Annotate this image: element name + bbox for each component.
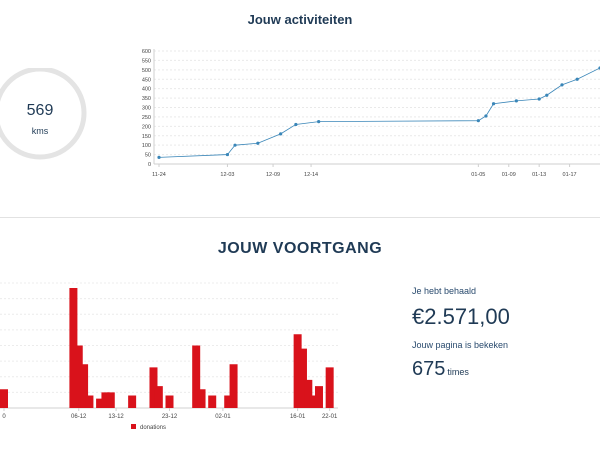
x-tick-label: 16-01 bbox=[290, 414, 306, 420]
x-tick-label: 01-13 bbox=[532, 172, 546, 178]
distance-ring: 569 kms bbox=[0, 66, 87, 184]
y-tick-label: 450 bbox=[142, 77, 151, 83]
y-tick-label: 600 bbox=[142, 49, 151, 55]
y-tick-label: 250 bbox=[142, 115, 151, 121]
distance-value: 569 bbox=[26, 102, 54, 119]
data-point bbox=[294, 122, 298, 127]
data-point bbox=[545, 93, 549, 97]
progress-title: JOUW VOORTGANG bbox=[217, 240, 383, 257]
y-tick-label: 200 bbox=[142, 124, 151, 130]
y-tick-label: 550 bbox=[142, 58, 151, 64]
x-tick-label: 11-24 bbox=[152, 172, 166, 178]
x-tick-label: 13-12 bbox=[108, 414, 124, 420]
x-tick-label: 01-17 bbox=[563, 172, 577, 178]
activities-title: Jouw activiteiten bbox=[247, 12, 353, 27]
donation-bar bbox=[128, 395, 137, 408]
series-line bbox=[158, 67, 600, 158]
legend-label: donations bbox=[140, 425, 166, 431]
x-tick-label: 23-12 bbox=[162, 414, 178, 420]
donation-bar bbox=[69, 288, 78, 408]
views-unit: times bbox=[447, 367, 469, 377]
y-tick-label: 50 bbox=[145, 153, 151, 159]
x-tick-label: 12-03 bbox=[220, 172, 234, 178]
donation-bar bbox=[106, 392, 115, 408]
y-tick-label: 350 bbox=[142, 96, 151, 102]
donations-bar-chart: 0 06-12 13-12 23-12 02-01 16-01 22-01 donations bbox=[0, 282, 338, 431]
donation-bar bbox=[149, 367, 158, 408]
data-point bbox=[514, 99, 518, 103]
data-point bbox=[537, 97, 541, 101]
donation-bar bbox=[165, 395, 174, 408]
data-point bbox=[157, 155, 161, 160]
donation-bar bbox=[85, 395, 94, 408]
views-label: Jouw pagina is bekeken bbox=[412, 340, 509, 350]
donation-bar bbox=[101, 392, 110, 408]
raised-label: Je hebt behaald bbox=[412, 286, 477, 296]
data-point bbox=[575, 77, 579, 81]
donation-bar bbox=[192, 345, 201, 408]
raised-value: €2.571,00 bbox=[412, 304, 510, 329]
data-point bbox=[476, 119, 480, 123]
donation-bar bbox=[224, 395, 233, 408]
donation-bar bbox=[298, 348, 307, 408]
x-tick-label: 12-09 bbox=[266, 172, 280, 178]
ring-svg bbox=[0, 66, 87, 160]
x-tick-label: 01-05 bbox=[471, 172, 485, 178]
donation-bar bbox=[96, 398, 105, 408]
data-point bbox=[484, 114, 488, 118]
donation-bar bbox=[325, 367, 334, 408]
donation-bar bbox=[0, 389, 8, 408]
donation-bar bbox=[314, 386, 323, 408]
section-divider bbox=[0, 217, 600, 218]
donation-bar bbox=[293, 334, 302, 408]
y-tick-label: 100 bbox=[142, 143, 151, 149]
x-tick-label: 22-01 bbox=[322, 414, 338, 420]
views-value: 675 bbox=[412, 358, 446, 380]
y-tick-label: 300 bbox=[142, 106, 151, 112]
data-point bbox=[560, 83, 564, 87]
y-tick-label: 150 bbox=[142, 134, 151, 140]
donation-bar bbox=[309, 395, 318, 408]
x-tick-label: 12-14 bbox=[304, 172, 318, 178]
donation-bar bbox=[197, 389, 206, 408]
y-tick-label: 400 bbox=[142, 87, 151, 93]
donation-bar bbox=[154, 386, 163, 408]
y-tick-label: 0 bbox=[148, 162, 151, 168]
donation-bar bbox=[304, 379, 313, 408]
distance-unit: kms bbox=[31, 126, 49, 136]
legend-swatch bbox=[131, 424, 136, 429]
y-tick-label: 500 bbox=[142, 68, 151, 74]
donation-bar bbox=[208, 395, 217, 408]
data-point bbox=[279, 132, 283, 136]
x-tick-label: 01-09 bbox=[502, 172, 516, 178]
data-point bbox=[256, 141, 260, 145]
x-tick-label: 06-12 bbox=[71, 414, 87, 420]
donation-bar bbox=[229, 364, 238, 408]
donation-bar bbox=[74, 345, 83, 408]
data-point bbox=[317, 120, 321, 124]
data-point bbox=[225, 152, 230, 157]
x-tick-label: 0 bbox=[2, 414, 6, 420]
views-count: 675 times bbox=[412, 358, 469, 381]
data-point bbox=[491, 102, 496, 106]
donation-bar bbox=[80, 364, 89, 408]
ring-track-icon bbox=[0, 66, 87, 160]
data-point bbox=[233, 143, 237, 147]
x-tick-label: 02-01 bbox=[215, 414, 231, 420]
activity-line-chart: 0 50 100 150 200 250 300 350 400 450 500 550 600 11-2… bbox=[142, 49, 600, 178]
